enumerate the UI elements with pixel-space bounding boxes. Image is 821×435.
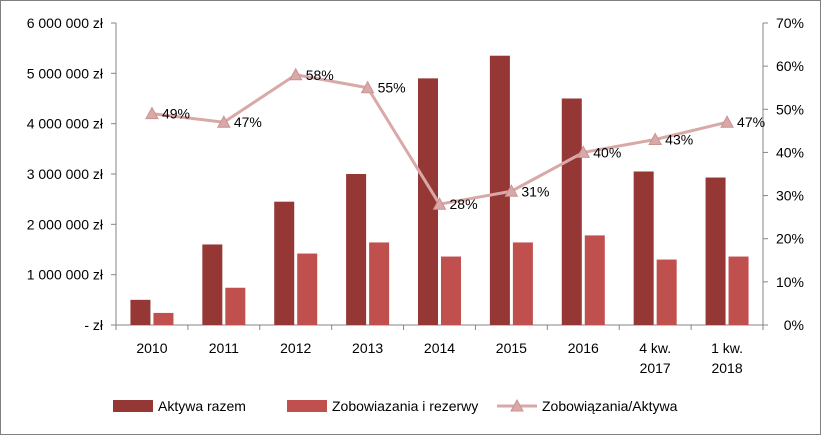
bar-zobowiazania-i-rezerwy bbox=[441, 256, 461, 325]
ratio-data-label: 49% bbox=[162, 106, 190, 122]
legend-label: Aktywa razem bbox=[158, 398, 246, 414]
right-axis-tick-label: 20% bbox=[776, 231, 804, 247]
legend-swatch-marker bbox=[510, 398, 524, 412]
category-label: 2011 bbox=[209, 340, 239, 356]
bar-zobowiazania-i-rezerwy bbox=[656, 259, 677, 325]
left-axis-tick-label: 4 000 000 zł bbox=[27, 116, 104, 132]
category-label: 2013 bbox=[352, 340, 383, 356]
ratio-data-label: 43% bbox=[665, 131, 693, 147]
bar-zobowiazania-i-rezerwy bbox=[728, 256, 749, 325]
right-axis-tick-label: 0% bbox=[784, 317, 804, 333]
category-label: 4 kw. bbox=[639, 340, 671, 356]
bar-aktywa-razem bbox=[489, 55, 510, 325]
bar-aktywa-razem bbox=[633, 171, 654, 325]
ratio-marker bbox=[720, 115, 734, 128]
ratio-line-series bbox=[145, 67, 734, 210]
legend-swatch bbox=[113, 400, 153, 412]
bar-aktywa-razem bbox=[418, 78, 438, 325]
right-axis-tick-label: 10% bbox=[776, 274, 804, 290]
bar-zobowiazania-i-rezerwy bbox=[225, 287, 246, 325]
ratio-marker bbox=[360, 80, 375, 94]
legend: Aktywa razem Zobowiazania i rezerwy Zobowi… bbox=[113, 398, 678, 414]
legend-swatch bbox=[287, 400, 327, 412]
left-axis-ticks: - zł 1 000 000 zł 2 000 000 zł 3 000 000 zł… bbox=[27, 15, 116, 333]
category-label: 2010 bbox=[136, 340, 167, 356]
category-label: 2016 bbox=[568, 340, 599, 356]
category-label: 2015 bbox=[496, 340, 527, 356]
bar-aktywa-razem bbox=[705, 177, 726, 325]
bar-zobowiazania-i-rezerwy bbox=[297, 253, 318, 325]
ratio-marker bbox=[504, 184, 519, 197]
ratio-data-label: 47% bbox=[234, 114, 262, 130]
ratio-marker bbox=[216, 115, 231, 128]
category-axis-labels: 2010 2011 2012 2013 2014 2015 2016 4 kw. 2017 1 k… bbox=[136, 340, 743, 376]
ratio-data-label: 28% bbox=[450, 196, 478, 212]
bar-aktywa-razem bbox=[346, 174, 367, 325]
category-label: 2014 bbox=[424, 340, 455, 356]
right-axis-ticks: 0% 10% 20% 30% 40% 50% 60% 70% bbox=[763, 15, 804, 333]
bar-zobowiazania-i-rezerwy bbox=[512, 242, 533, 325]
ratio-data-label: 31% bbox=[521, 183, 549, 199]
left-axis-tick-label: 6 000 000 zł bbox=[27, 15, 104, 31]
left-axis-tick-label: 1 000 000 zł bbox=[27, 267, 104, 283]
category-label: 1 kw. bbox=[711, 340, 743, 356]
bar-aktywa-razem bbox=[202, 244, 223, 325]
bar-series bbox=[130, 55, 749, 325]
bar-aktywa-razem bbox=[561, 98, 582, 325]
legend-label: Zobowiazania i rezerwy bbox=[332, 398, 478, 414]
ratio-marker bbox=[145, 106, 159, 120]
ratio-marker bbox=[648, 132, 663, 145]
ratio-data-labels: 49% 47% 58% 55% 28% 31% 40% 43% 47% bbox=[162, 67, 765, 212]
left-axis-tick-label: 2 000 000 zł bbox=[27, 216, 104, 232]
category-axis-tick-marks bbox=[115, 325, 764, 330]
right-axis-tick-label: 50% bbox=[776, 101, 804, 117]
right-axis-tick-label: 60% bbox=[776, 58, 804, 74]
category-label: 2012 bbox=[280, 340, 311, 356]
bar-zobowiazania-i-rezerwy bbox=[584, 235, 605, 325]
category-label: 2018 bbox=[711, 360, 742, 376]
category-label: 2017 bbox=[640, 360, 671, 376]
ratio-marker bbox=[288, 67, 303, 81]
right-axis-tick-label: 70% bbox=[776, 15, 804, 31]
ratio-data-label: 47% bbox=[737, 114, 765, 130]
bar-zobowiazania-i-rezerwy bbox=[369, 242, 390, 325]
bar-aktywa-razem bbox=[274, 201, 295, 325]
ratio-marker bbox=[576, 145, 591, 158]
legend-label: Zobowiązania/Aktywa bbox=[542, 398, 678, 414]
ratio-marker bbox=[432, 197, 447, 210]
left-axis-tick-label: - zł bbox=[84, 317, 104, 333]
left-axis-tick-label: 3 000 000 zł bbox=[27, 166, 104, 182]
left-axis-tick-label: 5 000 000 zł bbox=[27, 65, 104, 81]
right-axis-tick-label: 40% bbox=[776, 144, 804, 160]
ratio-data-label: 55% bbox=[378, 80, 406, 96]
ratio-data-label: 40% bbox=[593, 144, 621, 160]
bar-zobowiazania-i-rezerwy bbox=[153, 312, 174, 325]
right-axis-tick-label: 30% bbox=[776, 188, 804, 204]
bar-aktywa-razem bbox=[130, 299, 151, 325]
ratio-data-label: 58% bbox=[306, 67, 334, 83]
